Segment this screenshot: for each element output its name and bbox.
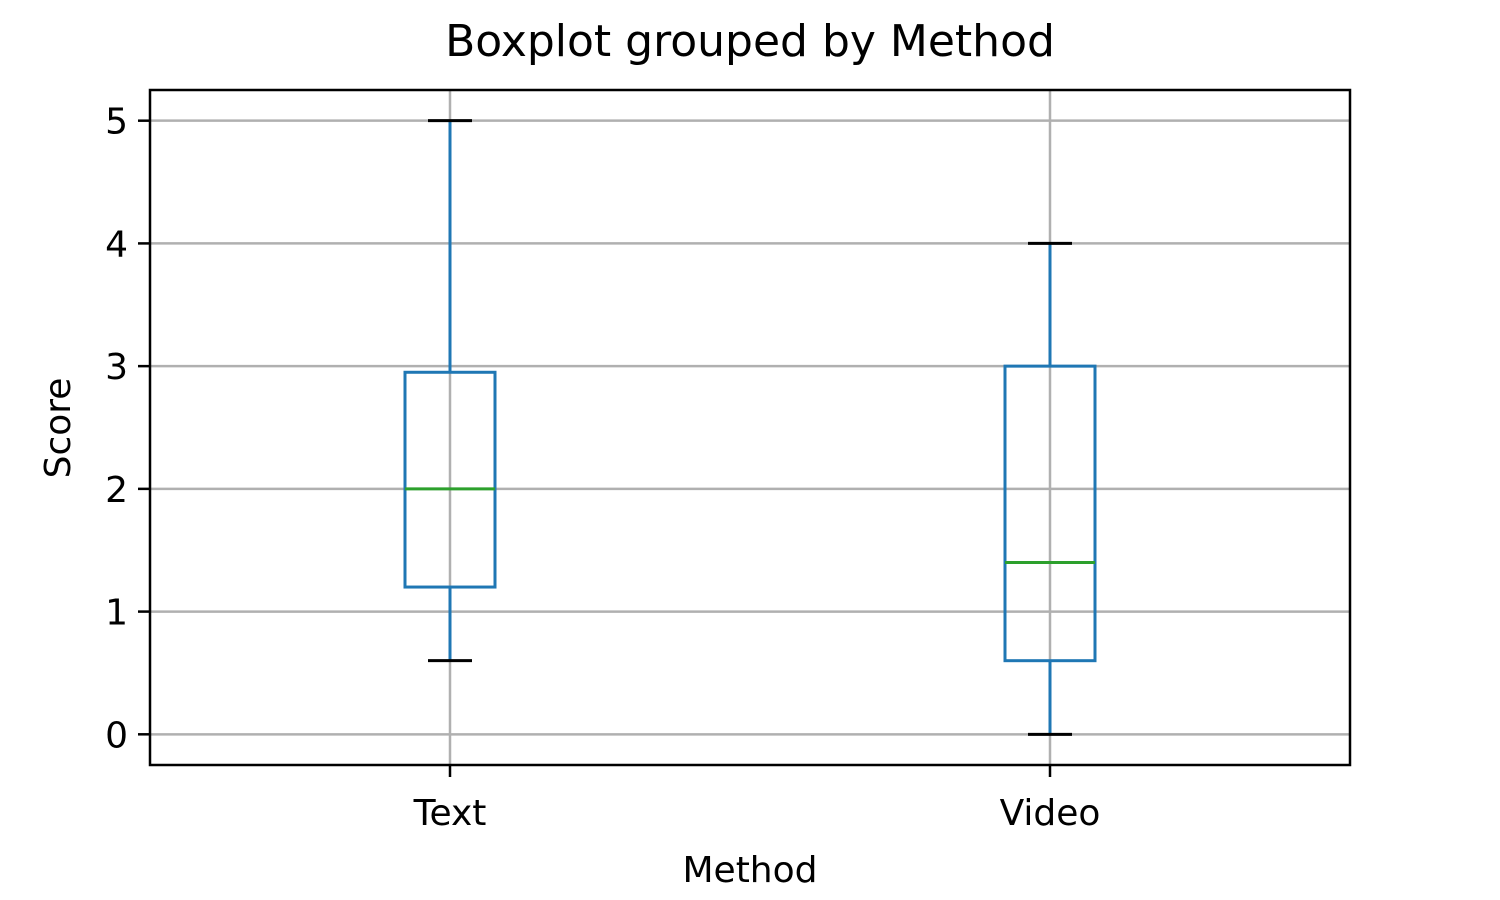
box-video (1003, 241, 1097, 736)
y-tick-label: 3 (105, 347, 128, 388)
y-tick-label: 4 (105, 224, 128, 265)
box-plots (403, 119, 1097, 736)
y-tick-label: 0 (105, 715, 128, 756)
box-text (403, 119, 497, 663)
y-axis: 0 1 2 3 4 5 (105, 102, 150, 756)
plot-frame (148, 88, 1352, 767)
grid-lines (150, 90, 1350, 765)
x-axis: Text Video (413, 765, 1101, 834)
y-axis-label: Score (38, 378, 79, 479)
y-tick-label: 5 (105, 102, 128, 143)
y-tick-label: 1 (105, 593, 128, 634)
chart-title: Boxplot grouped by Method (445, 16, 1055, 67)
x-tick-label: Text (413, 793, 487, 834)
y-tick-label: 2 (105, 470, 128, 511)
x-axis-label: Method (682, 850, 817, 891)
x-tick-label: Video (1000, 793, 1101, 834)
iqr-box (403, 370, 497, 589)
iqr-box (1003, 364, 1097, 663)
